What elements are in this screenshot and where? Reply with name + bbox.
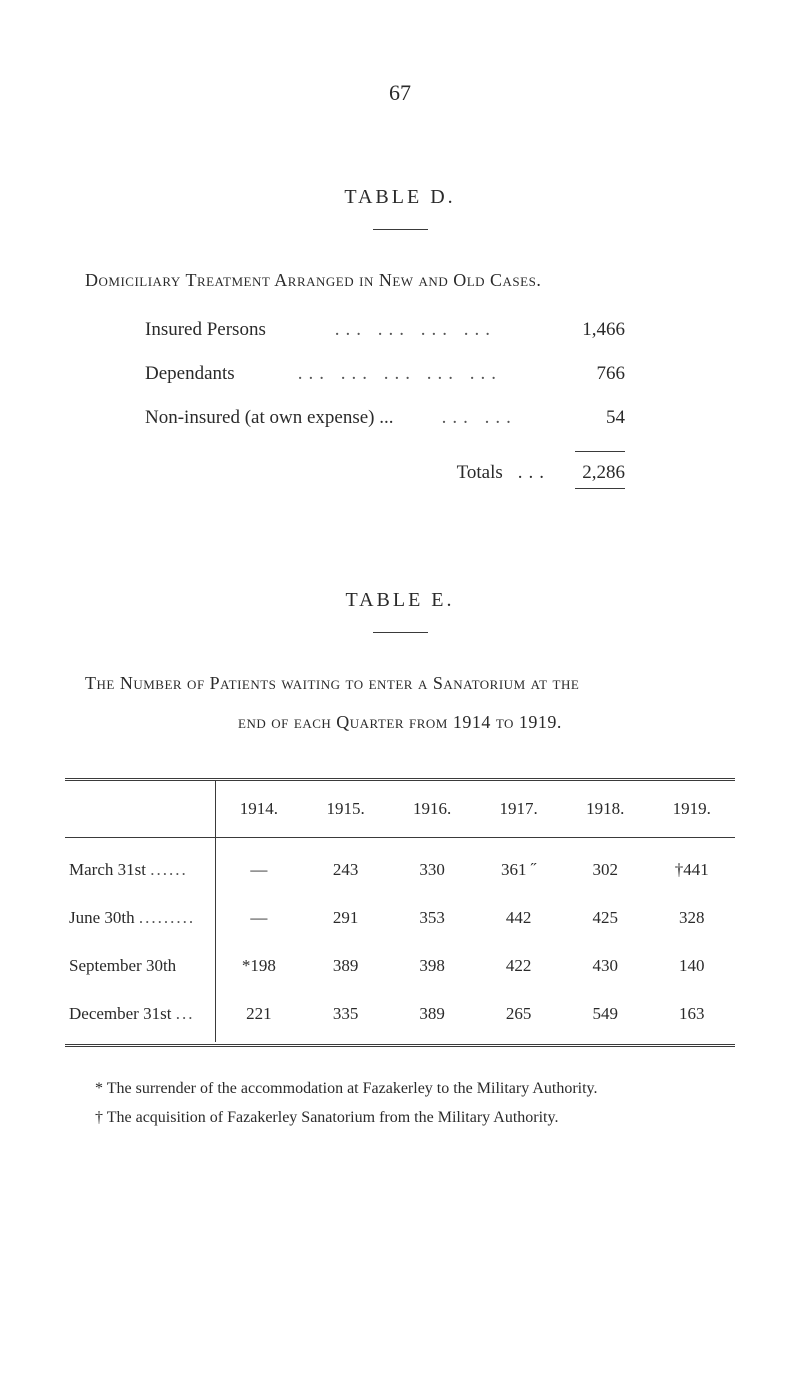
row-label: March 31st — [69, 860, 146, 879]
cell: 425 — [562, 894, 649, 942]
row-label: Non-insured (at own expense) ... — [145, 407, 394, 429]
cell: 549 — [562, 990, 649, 1042]
divider — [575, 488, 625, 489]
page-number: 67 — [65, 80, 735, 106]
footnotes: * The surrender of the accommodation at … — [65, 1075, 735, 1133]
cell: 353 — [389, 894, 476, 942]
cell: 291 — [302, 894, 389, 942]
row-value: 54 — [565, 407, 625, 429]
data-row: Insured Persons ... ... ... ... 1,466 — [65, 319, 735, 341]
divider — [575, 451, 625, 452]
cell: †441 — [648, 838, 735, 895]
row-label: June 30th — [69, 908, 135, 927]
cell: 265 — [475, 990, 562, 1042]
cell: 330 — [389, 838, 476, 895]
table-e-header: TABLE E. — [65, 589, 735, 612]
row-label: Dependants — [145, 363, 235, 385]
col-header: 1919. — [648, 780, 735, 838]
cell: 389 — [302, 942, 389, 990]
row-dots: ... ... ... ... — [266, 319, 565, 341]
cell: 243 — [302, 838, 389, 895]
table-d-section-title: Domiciliary Treatment Arranged in New an… — [65, 270, 735, 291]
cell: 389 — [389, 990, 476, 1042]
row-dots: ...... — [150, 860, 188, 879]
cell: 335 — [302, 990, 389, 1042]
col-header: 1917. — [475, 780, 562, 838]
cell: 221 — [215, 990, 302, 1042]
table-bottom-rule — [65, 1044, 735, 1047]
cell: 398 — [389, 942, 476, 990]
divider — [373, 632, 428, 633]
col-header: 1916. — [389, 780, 476, 838]
cell: 442 — [475, 894, 562, 942]
cell: 361 ˝ — [475, 838, 562, 895]
row-value: 1,466 — [565, 319, 625, 341]
table-row: December 31st ... 221 335 389 265 549 16… — [65, 990, 735, 1042]
table-e-title-line1: The Number of Patients waiting to enter … — [65, 673, 735, 694]
totals-label: Totals — [457, 462, 503, 484]
footnote: * The surrender of the accommodation at … — [95, 1075, 735, 1104]
table-d-header: TABLE D. — [65, 186, 735, 209]
cell: 430 — [562, 942, 649, 990]
cell: *198 — [215, 942, 302, 990]
totals-row: Totals ... 2,286 — [65, 462, 735, 484]
table-row: September 30th *198 389 398 422 430 140 — [65, 942, 735, 990]
table-e-title-line2: end of each Quarter from 1914 to 1919. — [65, 712, 735, 733]
row-label: September 30th — [69, 956, 176, 975]
footnote: † The acquisition of Fazakerley Sanatori… — [95, 1104, 735, 1133]
table-row: March 31st ...... — 243 330 361 ˝ 302 †4… — [65, 838, 735, 895]
cell: — — [215, 838, 302, 895]
cell: 163 — [648, 990, 735, 1042]
data-row: Dependants ... ... ... ... ... 766 — [65, 363, 735, 385]
table-row: June 30th ......... — 291 353 442 425 32… — [65, 894, 735, 942]
cell: 302 — [562, 838, 649, 895]
col-header: 1915. — [302, 780, 389, 838]
col-header: 1914. — [215, 780, 302, 838]
row-dots: ......... — [139, 908, 195, 927]
cell: 140 — [648, 942, 735, 990]
row-label-cell: June 30th ......... — [65, 894, 215, 942]
table-e-section: TABLE E. The Number of Patients waiting … — [65, 589, 735, 1133]
cell: 328 — [648, 894, 735, 942]
row-label: December 31st — [69, 1004, 171, 1023]
row-label: Insured Persons — [145, 319, 266, 341]
row-value: 766 — [565, 363, 625, 385]
totals-dots: ... — [518, 462, 550, 484]
row-label-cell: March 31st ...... — [65, 838, 215, 895]
row-dots: ... — [176, 1004, 195, 1023]
totals-value: 2,286 — [565, 462, 625, 484]
divider — [373, 229, 428, 230]
col-header: 1918. — [562, 780, 649, 838]
cell: — — [215, 894, 302, 942]
data-row: Non-insured (at own expense) ... ... ...… — [65, 407, 735, 429]
col-header — [65, 780, 215, 838]
row-label-cell: September 30th — [65, 942, 215, 990]
table-d-rows: Insured Persons ... ... ... ... 1,466 De… — [65, 319, 735, 429]
data-table-e: 1914. 1915. 1916. 1917. 1918. 1919. Marc… — [65, 778, 735, 1042]
table-header-row: 1914. 1915. 1916. 1917. 1918. 1919. — [65, 780, 735, 838]
cell: 422 — [475, 942, 562, 990]
row-label-cell: December 31st ... — [65, 990, 215, 1042]
row-dots: ... ... — [394, 407, 565, 429]
row-dots: ... ... ... ... ... — [235, 363, 565, 385]
